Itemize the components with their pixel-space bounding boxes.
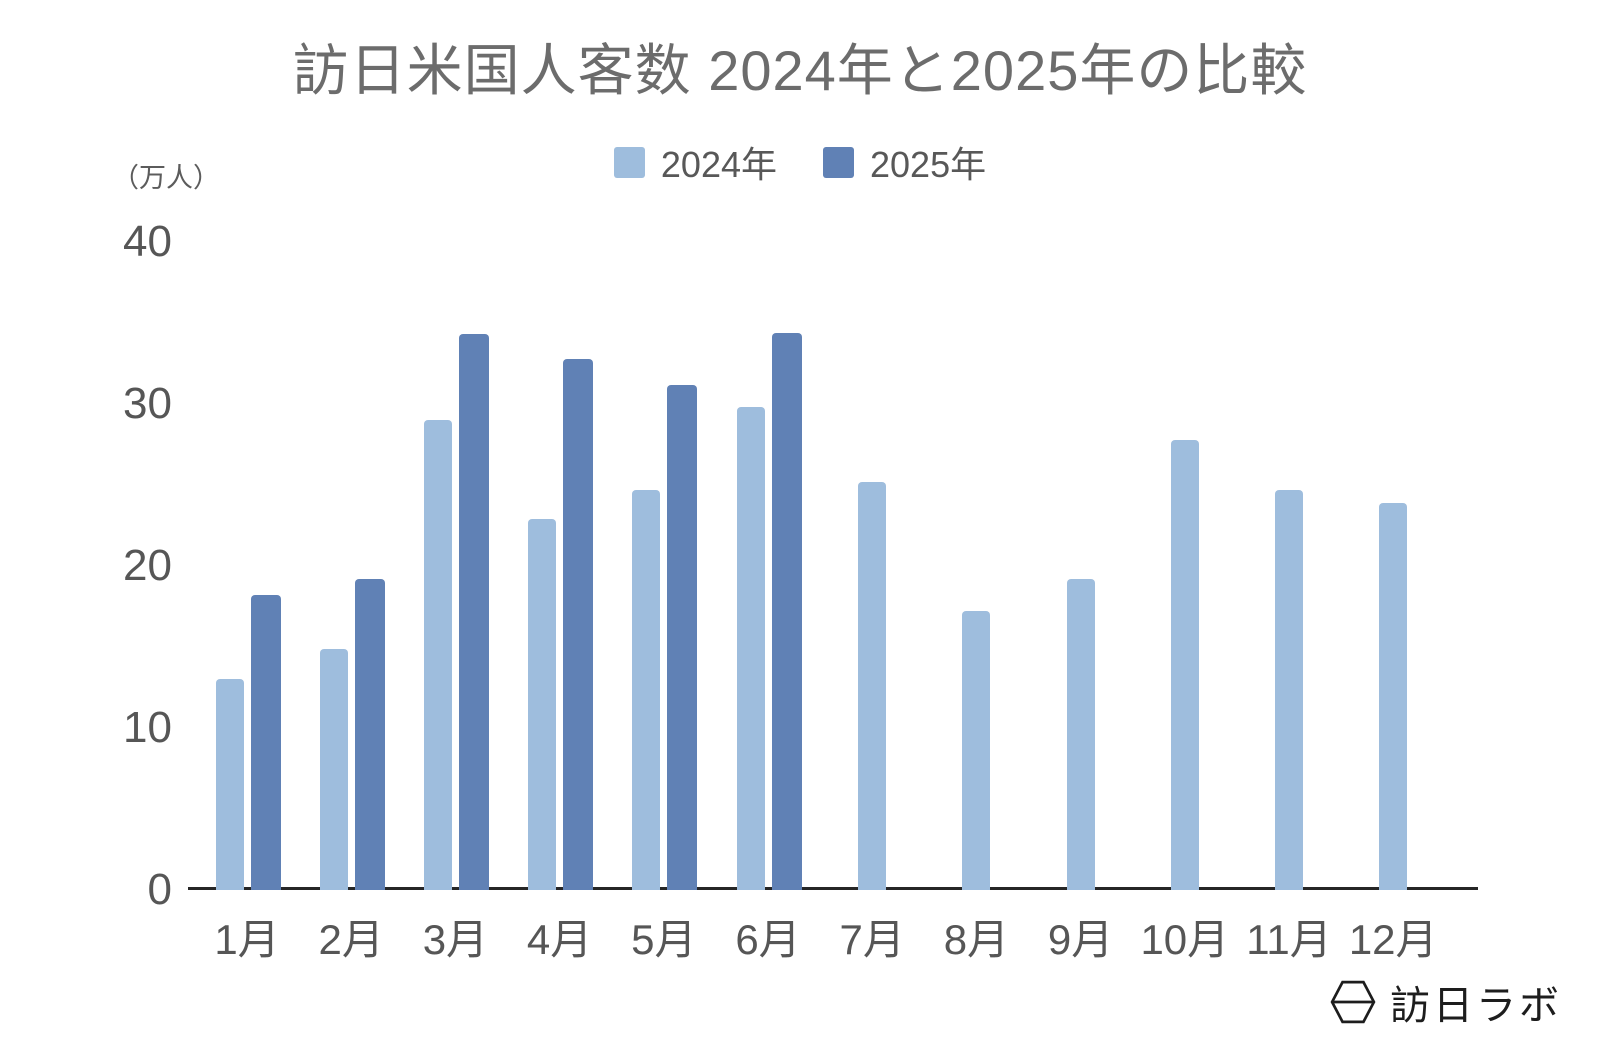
x-axis-label-month-9: 9月 (1047, 916, 1114, 963)
bar-2024-month-9 (1066, 578, 1095, 890)
legend-swatch-icon (613, 146, 645, 178)
bar-2024-month-10 (1170, 439, 1199, 890)
x-axis-label-month-6: 6月 (735, 916, 801, 963)
x-axis-label-month-12: 12月 (1348, 916, 1438, 963)
y-tick-40: 40 (123, 217, 172, 266)
x-axis-label-month-1: 1月 (214, 916, 280, 963)
x-axis-label-month-3: 3月 (422, 916, 489, 963)
bar-2024-month-12 (1379, 502, 1408, 890)
chart-title: 訪日米国人客数 2024年と2025年の比較 (292, 39, 1308, 102)
bar-2025-month-1 (250, 595, 281, 890)
legend-item-2024年: 2024年 (613, 136, 777, 188)
y-tick-10: 10 (123, 703, 172, 752)
bar-2024-month-4 (528, 519, 557, 890)
hexagon-logo-icon (1330, 980, 1376, 1024)
brand-logo: 訪日ラボ (1330, 973, 1562, 1031)
bar-2025-month-6 (771, 332, 802, 890)
bar-2024-month-3 (423, 420, 452, 890)
legend-swatch-icon (823, 146, 854, 178)
legend-item-2025年: 2025年 (823, 136, 986, 188)
x-axis-line (188, 887, 1478, 890)
y-axis-unit-label: （万人） (112, 163, 220, 193)
brand-text: 訪日ラボ (1390, 984, 1562, 1028)
bar-2024-month-11 (1275, 489, 1303, 890)
bar-2024-month-8 (962, 611, 991, 890)
bar-2024-month-2 (319, 648, 348, 890)
bar-2024-month-6 (736, 407, 765, 890)
bar-2024-month-7 (858, 481, 887, 890)
y-tick-20: 20 (123, 541, 172, 590)
legend-label: 2024年 (660, 144, 777, 185)
x-axis-label-month-7: 7月 (839, 916, 905, 963)
x-axis-label-month-5: 5月 (631, 916, 697, 963)
y-tick-0: 0 (147, 865, 172, 914)
x-axis-label-month-8: 8月 (943, 916, 1010, 963)
bar-2025-month-5 (667, 384, 698, 890)
bar-2024-month-5 (632, 489, 661, 890)
x-axis-label-month-11: 11月 (1246, 916, 1332, 963)
legend-label: 2025年 (870, 144, 987, 185)
bar-2024-month-1 (215, 679, 244, 890)
y-tick-30: 30 (123, 379, 172, 428)
bar-2025-month-3 (458, 334, 489, 890)
x-axis-label-month-2: 2月 (318, 916, 384, 963)
legend: 2024年 2025年 (0, 136, 1600, 188)
x-axis-label-month-4: 4月 (526, 916, 593, 963)
x-axis-label-month-10: 10月 (1140, 916, 1230, 963)
bar-2025-month-2 (354, 578, 385, 890)
bar-2025-month-4 (563, 358, 594, 890)
